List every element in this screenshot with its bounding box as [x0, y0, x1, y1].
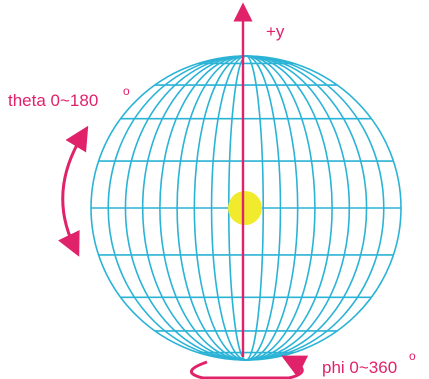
theta-degree-symbol: o: [123, 84, 130, 98]
origin-center-dot: [228, 191, 262, 225]
sphere-outline: [90, 55, 402, 361]
phi-rotation-arrow: [190, 355, 309, 379]
theta-arc-arrow: [57, 125, 89, 257]
theta-range-label: theta 0~180: [8, 91, 98, 110]
sphere-wireframe: [90, 55, 402, 361]
phi-degree-symbol: o: [409, 349, 416, 363]
y-axis-label: +y: [266, 22, 285, 41]
phi-range-label: phi 0~360: [322, 358, 397, 377]
